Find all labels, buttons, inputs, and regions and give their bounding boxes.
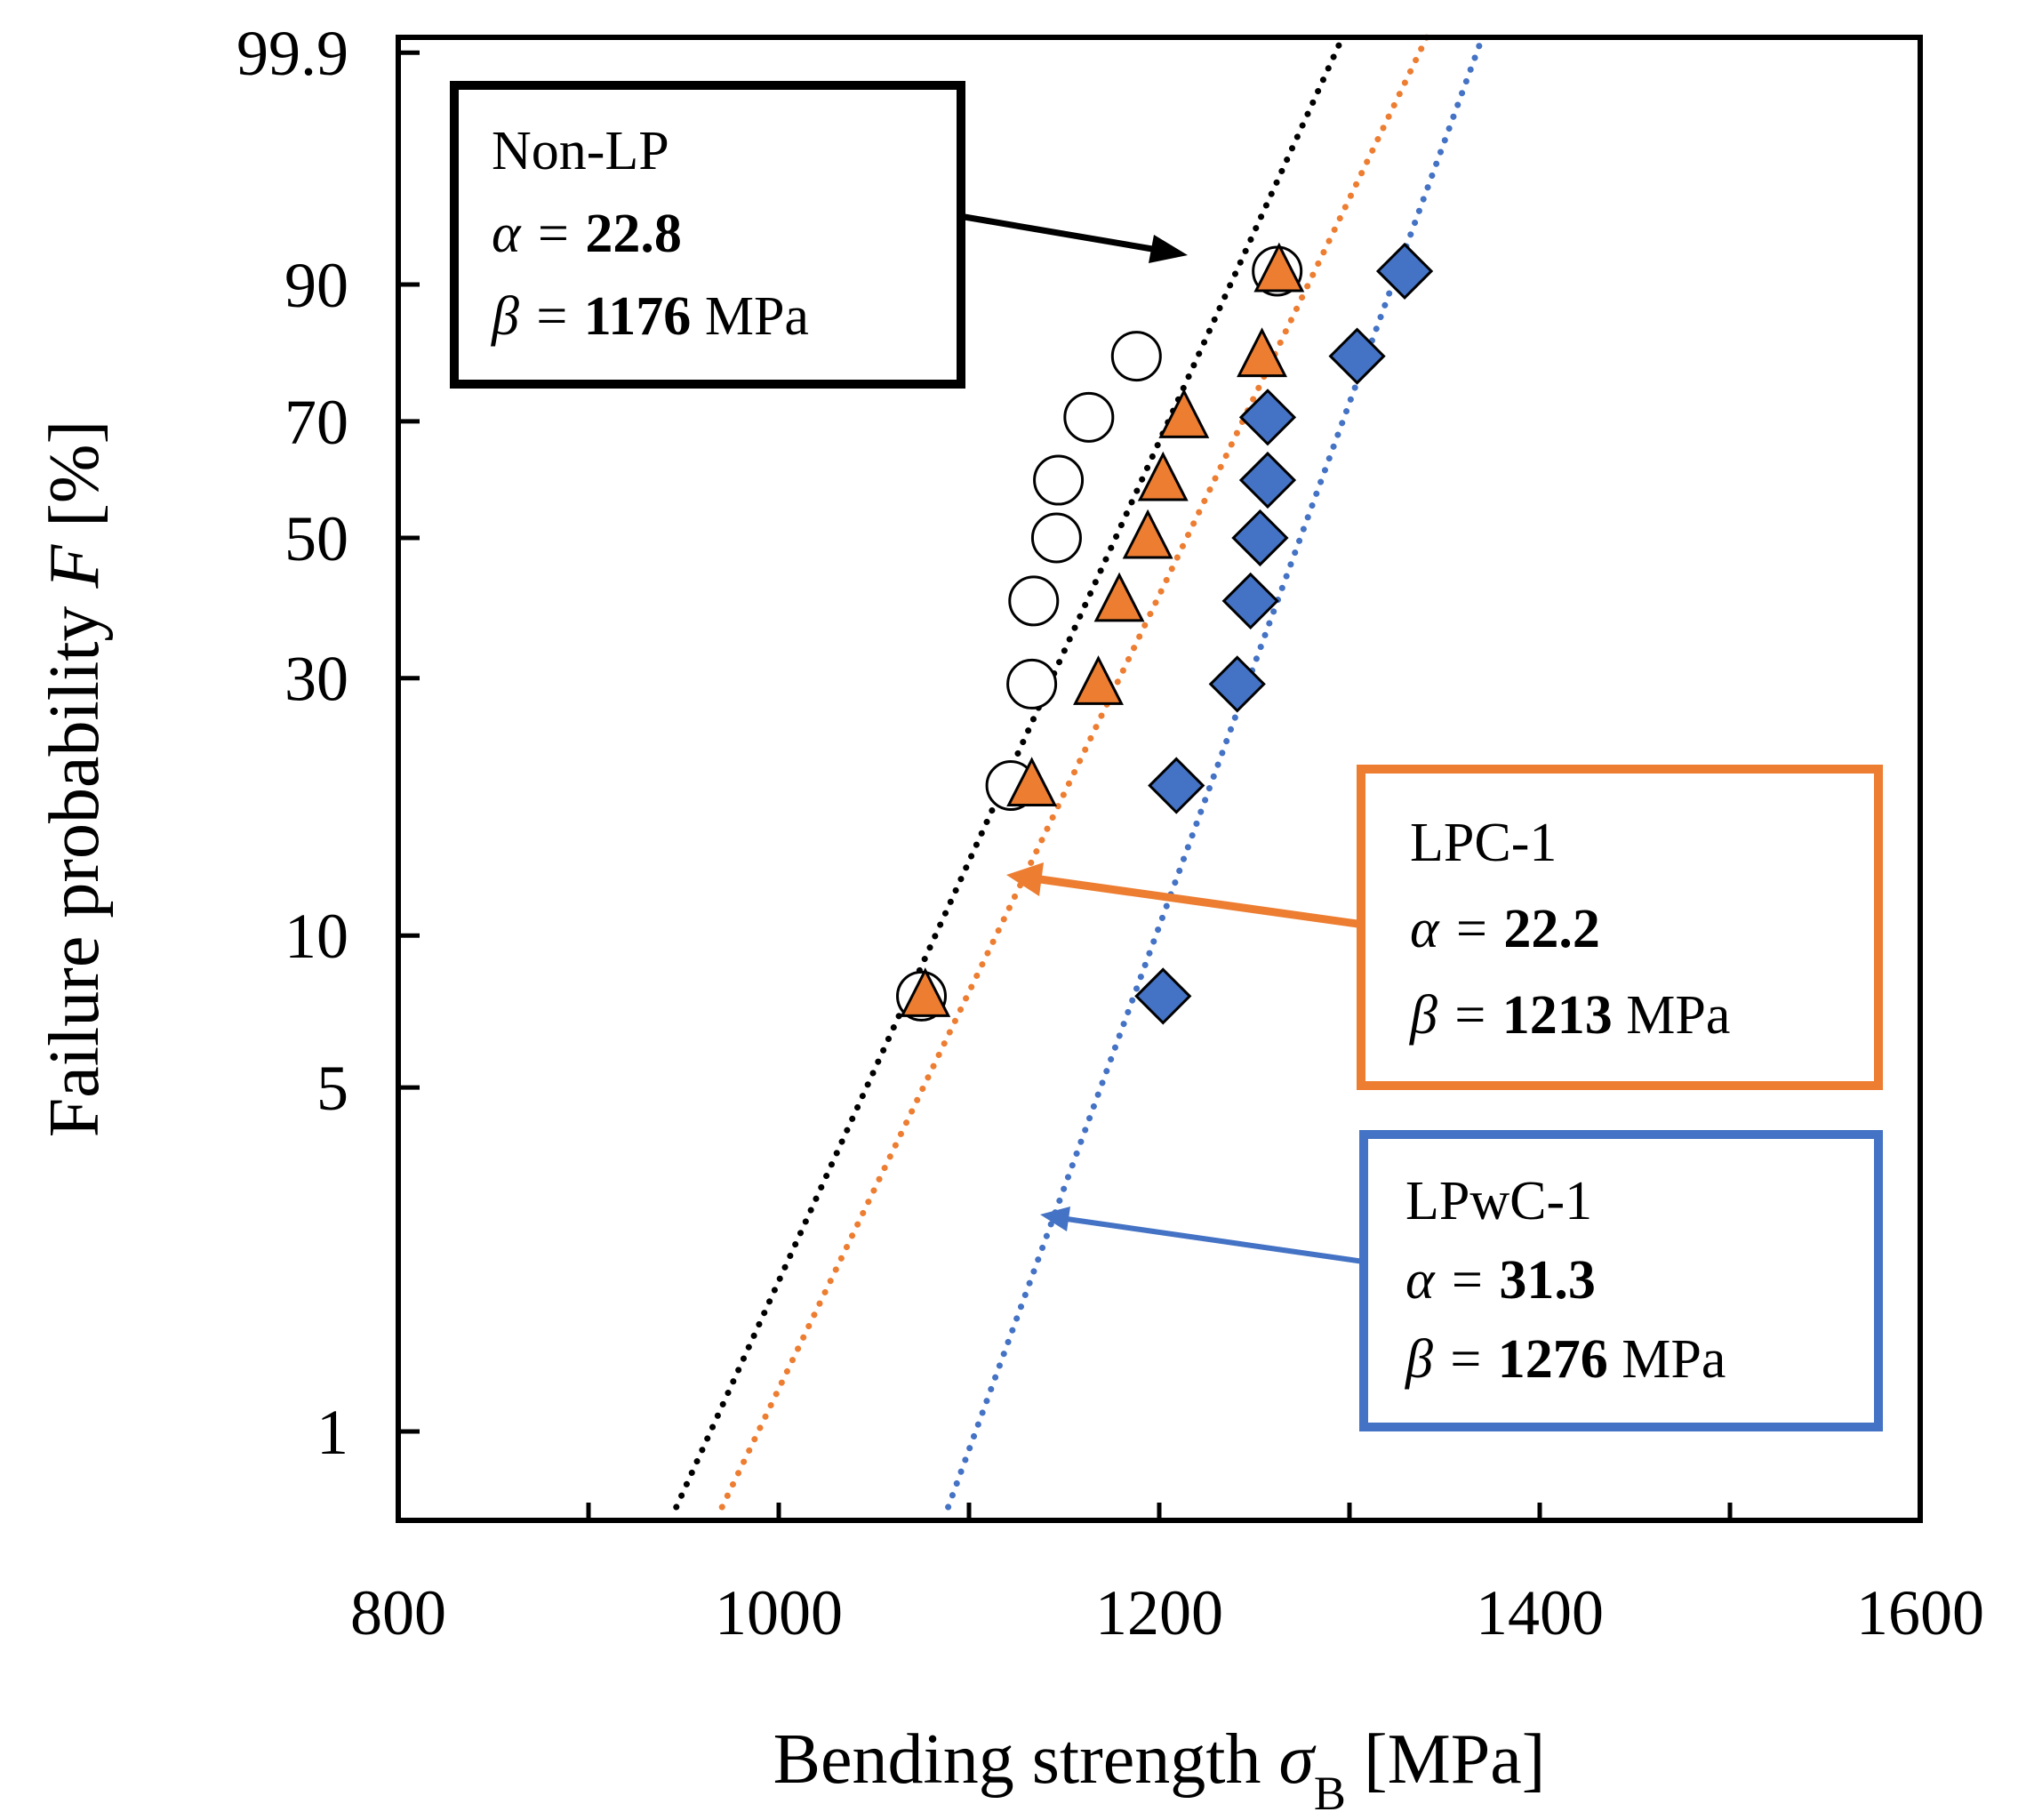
data-markers: [896, 242, 1434, 1025]
marker-lpwc-1-7: [1238, 389, 1297, 446]
legend-lpc-1-name: LPC-1: [1410, 813, 1557, 873]
y-tick-label-10: 10: [284, 901, 348, 972]
marker-non-lp-7: [1063, 391, 1115, 443]
y-tick-label-99.9: 99.9: [236, 18, 348, 89]
marker-lpc-1-5: [1122, 509, 1173, 559]
marker-lpwc-1-5: [1231, 509, 1289, 567]
x-tick-label-1600: 1600: [1856, 1577, 1984, 1648]
legend-lpwc-1-alpha: α = 31.3: [1405, 1250, 1596, 1311]
y-tick-label-1: 1: [316, 1397, 348, 1468]
y-tick-label-90: 90: [284, 250, 348, 321]
legend-lpwc-1-beta: β = 1276 MPa: [1405, 1329, 1726, 1390]
legend-box-non-lp-frame: [450, 81, 965, 389]
marker-non-lp-4: [1008, 575, 1060, 627]
marker-lpc-1-9: [1253, 242, 1305, 293]
lpwc-arrowhead: [1040, 1207, 1070, 1231]
x-tick-label-1400: 1400: [1476, 1577, 1604, 1648]
marker-lpwc-1-1: [1134, 967, 1192, 1025]
legend-box-non-lp: Non-LP α = 22.8 β = 1176 MPa: [450, 81, 965, 389]
non-lp-arrow: [964, 213, 1153, 253]
y-tick-label-5: 5: [316, 1053, 348, 1124]
marker-lpc-1-3: [1073, 655, 1124, 705]
marker-lpwc-1-4: [1221, 572, 1279, 630]
marker-lpc-1-4: [1093, 572, 1145, 622]
x-axis-title: Bending strength σB [MPa]: [773, 1720, 1546, 1820]
non-lp-arrowhead: [1149, 235, 1188, 263]
marker-lpc-1-8: [1237, 327, 1288, 378]
x-axis-tick-labels: 800 1000 1200 1400 1600: [350, 1577, 1984, 1648]
y-tick-label-50: 50: [284, 503, 348, 574]
annotation-arrows: [964, 213, 1365, 1264]
marker-lpc-1-6: [1137, 451, 1189, 501]
fit-line-lpc-1: [718, 34, 1430, 1511]
lpc-arrow: [1039, 875, 1365, 929]
x-axis-ticks: [586, 1503, 1733, 1520]
y-axis-ticks: [398, 50, 420, 1434]
marker-lpc-1-2: [1006, 757, 1058, 807]
marker-lpwc-1-2: [1148, 757, 1205, 814]
legend-box-lpc-1-frame: [1357, 765, 1883, 1090]
legend-lpc-1-alpha: α = 22.2: [1410, 899, 1600, 959]
x-tick-label-1000: 1000: [715, 1577, 843, 1648]
marker-lpc-1-1: [900, 967, 951, 1017]
legend-non-lp-alpha: α = 22.8: [492, 204, 682, 264]
legend-lpc-1-beta: β = 1213 MPa: [1409, 985, 1730, 1046]
marker-lpwc-1-6: [1238, 451, 1297, 509]
legend-lpwc-1-name: LPwC-1: [1405, 1171, 1592, 1231]
x-tick-label-1200: 1200: [1095, 1577, 1223, 1648]
marker-non-lp-8: [1110, 331, 1162, 382]
y-tick-label-30: 30: [284, 644, 348, 715]
y-axis-tick-labels: 1 5 10 30 50 70 90 99.9: [236, 18, 348, 1468]
lpwc-arrow: [1066, 1216, 1365, 1264]
marker-lpwc-1-3: [1208, 655, 1266, 713]
marker-non-lp-5: [1030, 512, 1082, 564]
legend-non-lp-name: Non-LP: [492, 121, 669, 181]
marker-non-lp-3: [1006, 658, 1058, 710]
marker-lpwc-1-9: [1375, 242, 1434, 301]
lpc-arrowhead: [1006, 862, 1044, 896]
legend-box-lpc-1: LPC-1 α = 22.2 β = 1213 MPa: [1357, 765, 1883, 1090]
y-tick-label-70: 70: [284, 387, 348, 458]
legend-box-lpwc-1-frame: [1359, 1130, 1883, 1431]
marker-lpc-1-7: [1158, 389, 1210, 438]
marker-lpwc-1-8: [1328, 327, 1386, 385]
legend-box-lpwc-1: LPwC-1 α = 31.3 β = 1276 MPa: [1359, 1130, 1883, 1431]
marker-non-lp-6: [1033, 454, 1085, 506]
x-tick-label-800: 800: [350, 1577, 446, 1648]
y-axis-title: Failure probability F [%]: [36, 421, 114, 1137]
legend-non-lp-beta: β = 1176 MPa: [491, 286, 809, 347]
